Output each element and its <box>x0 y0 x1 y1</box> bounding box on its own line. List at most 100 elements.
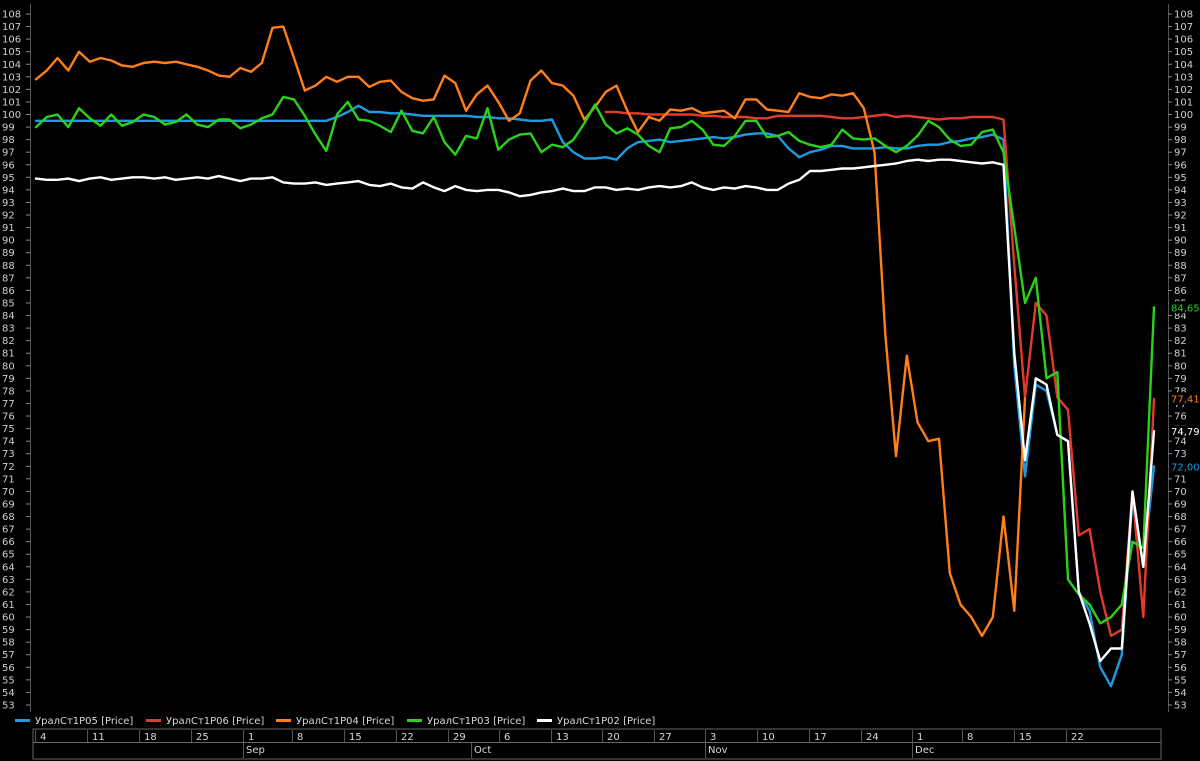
day-tick-label: 8 <box>297 732 303 743</box>
y-tick-label-left: 60 <box>2 613 15 624</box>
y-tick-label-left: 101 <box>2 97 21 108</box>
legend: УралСт1Р05 [Price] УралСт1Р06 [Price] Урал… <box>15 716 655 727</box>
y-tick-label-left: 58 <box>2 638 15 649</box>
day-tick-label: 6 <box>504 732 510 743</box>
y-tick-label-left: 81 <box>2 349 15 360</box>
y-tick-label-left: 64 <box>2 562 15 573</box>
y-tick-label-right: 107 <box>1174 22 1193 33</box>
last-value-badge <box>1169 301 1200 314</box>
day-tick-label: 13 <box>556 732 569 743</box>
y-tick-label-left: 68 <box>2 512 15 523</box>
day-tick-label: 27 <box>659 732 672 743</box>
y-tick-label-left: 95 <box>2 173 15 184</box>
y-tick-label-right: 79 <box>1174 374 1187 385</box>
day-tick-label: 22 <box>1071 732 1084 743</box>
y-tick-label-left: 69 <box>2 499 15 510</box>
legend-label: УралСт1Р02 [Price] <box>557 716 655 727</box>
y-tick-label-right: 103 <box>1174 72 1193 83</box>
y-tick-label-right: 66 <box>1174 537 1187 548</box>
y-tick-label-left: 86 <box>2 286 15 297</box>
y-tick-label-right: 67 <box>1174 525 1187 536</box>
day-tick-label: 3 <box>710 732 716 743</box>
legend-label: УралСт1Р05 [Price] <box>35 716 133 727</box>
y-tick-label-left: 88 <box>2 261 15 272</box>
y-tick-label-right: 94 <box>1174 185 1187 196</box>
month-label: Dec <box>915 745 934 756</box>
date-axis-panel <box>32 728 1162 760</box>
day-tick-label: 25 <box>196 732 209 743</box>
last-value-label: 84,654 <box>1171 303 1200 314</box>
y-tick-label-right: 74 <box>1174 437 1187 448</box>
y-tick-label-right: 70 <box>1174 487 1187 498</box>
day-tick-label: 15 <box>1019 732 1032 743</box>
last-value-label: 72,00 <box>1171 462 1200 473</box>
y-tick-label-right: 58 <box>1174 638 1187 649</box>
last-value-label: 77,41 <box>1171 394 1200 405</box>
y-tick-label-right: 92 <box>1174 211 1187 222</box>
y-tick-label-right: 89 <box>1174 248 1187 259</box>
y-tick-label-right: 65 <box>1174 550 1187 561</box>
y-tick-label-left: 107 <box>2 22 21 33</box>
day-tick-label: 10 <box>762 732 775 743</box>
y-tick-label-left: 92 <box>2 211 15 222</box>
y-tick-label-left: 74 <box>2 437 15 448</box>
y-tick-label-left: 89 <box>2 248 15 259</box>
y-tick-label-right: 61 <box>1174 600 1187 611</box>
y-tick-label-right: 95 <box>1174 173 1187 184</box>
plot-area <box>34 25 1156 688</box>
y-tick-label-left: 108 <box>2 10 21 21</box>
y-tick-label-left: 99 <box>2 123 15 134</box>
y-tick-label-left: 65 <box>2 550 15 561</box>
day-tick-label: 29 <box>453 732 466 743</box>
day-tick-label: 4 <box>40 732 46 743</box>
y-tick-label-left: 62 <box>2 587 15 598</box>
y-tick-label-right: 108 <box>1174 10 1193 21</box>
y-tick-label-right: 91 <box>1174 223 1187 234</box>
y-tick-label-left: 90 <box>2 236 15 247</box>
y-tick-label-right: 106 <box>1174 35 1193 46</box>
last-value-label: 74,79 <box>1171 427 1200 438</box>
y-tick-label-right: 57 <box>1174 650 1187 661</box>
y-tick-label-left: 55 <box>2 675 15 686</box>
y-tick-label-left: 97 <box>2 148 15 159</box>
legend-label: УралСт1Р06 [Price] <box>166 716 264 727</box>
legend-label: УралСт1Р04 [Price] <box>296 716 394 727</box>
y-tick-label-left: 70 <box>2 487 15 498</box>
y-tick-label-left: 57 <box>2 650 15 661</box>
y-tick-label-left: 67 <box>2 525 15 536</box>
y-tick-label-left: 79 <box>2 374 15 385</box>
y-tick-label-left: 66 <box>2 537 15 548</box>
y-tick-label-right: 54 <box>1174 688 1187 699</box>
y-tick-label-left: 87 <box>2 273 15 284</box>
y-tick-label-right: 101 <box>1174 97 1193 108</box>
day-tick-label: 18 <box>144 732 157 743</box>
y-tick-label-right: 98 <box>1174 135 1187 146</box>
y-tick-label-right: 71 <box>1174 474 1187 485</box>
y-tick-label-right: 62 <box>1174 587 1187 598</box>
y-tick-label-right: 105 <box>1174 47 1193 58</box>
y-tick-label-left: 73 <box>2 449 15 460</box>
y-tick-label-right: 80 <box>1174 361 1187 372</box>
y-tick-label-right: 76 <box>1174 412 1187 423</box>
last-value-badge <box>1169 392 1200 405</box>
day-tick-label: 17 <box>814 732 827 743</box>
y-tick-label-left: 93 <box>2 198 15 209</box>
y-tick-label-left: 53 <box>2 701 15 712</box>
y-tick-label-right: 88 <box>1174 261 1187 272</box>
day-tick-label: 15 <box>349 732 362 743</box>
legend-label: УралСт1Р03 [Price] <box>427 716 525 727</box>
y-tick-label-left: 100 <box>2 110 21 121</box>
y-tick-label-left: 105 <box>2 47 21 58</box>
series-line-2 <box>604 110 1156 638</box>
y-tick-label-left: 103 <box>2 72 21 83</box>
y-tick-label-right: 104 <box>1174 60 1193 71</box>
y-tick-label-left: 96 <box>2 160 15 171</box>
series-line-5 <box>34 158 1156 663</box>
day-tick-label: 11 <box>92 732 105 743</box>
y-tick-label-right: 96 <box>1174 160 1187 171</box>
day-tick-label: 1 <box>248 732 254 743</box>
y-tick-label-left: 54 <box>2 688 15 699</box>
y-tick-label-right: 87 <box>1174 273 1187 284</box>
